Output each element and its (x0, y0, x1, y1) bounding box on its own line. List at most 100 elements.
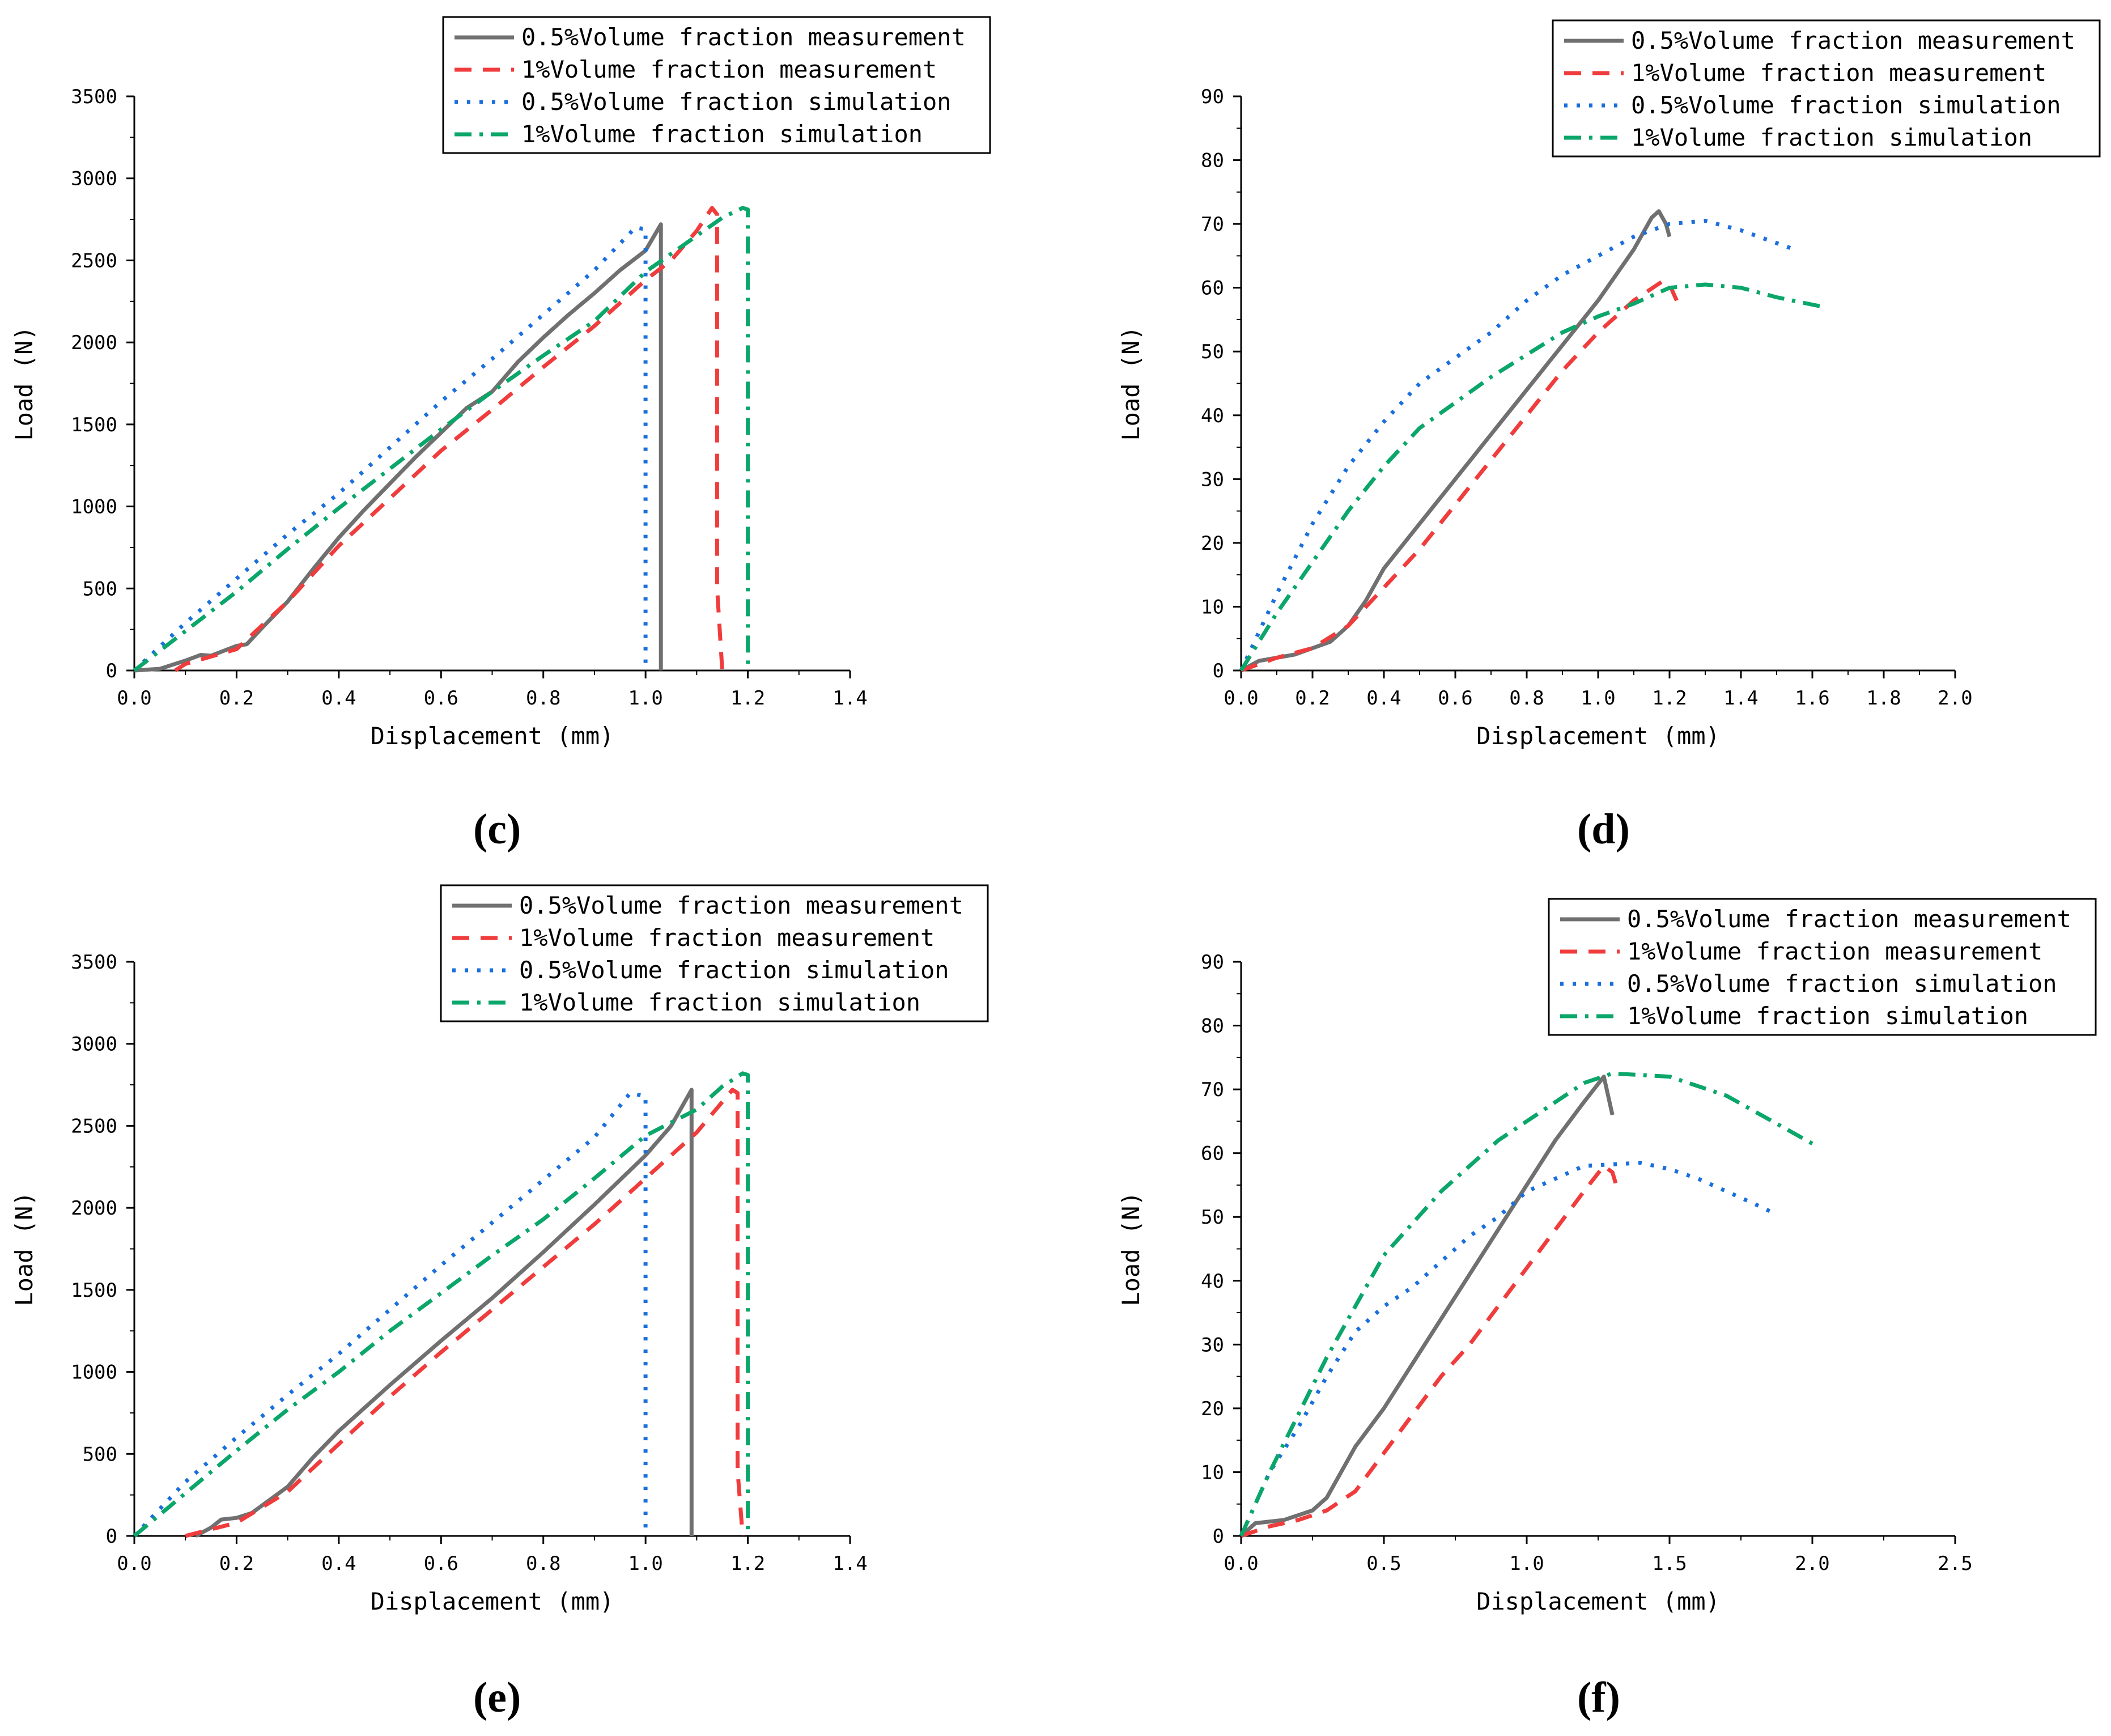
legend-box (440, 884, 989, 1022)
x-axis-title: Displacement (mm) (1476, 722, 1720, 750)
x-tick-label: 0.2 (219, 1552, 254, 1575)
y-tick-label: 1000 (71, 496, 117, 519)
legend-box (1548, 898, 2097, 1036)
series-line-meas1 (1240, 279, 1679, 673)
series-line-meas1 (185, 1088, 745, 1538)
y-tick-label: 10 (1201, 1461, 1224, 1484)
x-tick-label: 0.0 (1224, 687, 1258, 710)
legend-entry-label: 1%Volume fraction measurement (1631, 59, 2046, 87)
legend-entry-label: 1%Volume fraction measurement (521, 56, 937, 83)
x-tick-label: 1.4 (832, 1552, 867, 1575)
chart-legend: 0.5%Volume fraction measurement 1%Volume … (442, 16, 991, 154)
legend-entry-label: 1%Volume fraction measurement (519, 924, 935, 952)
x-tick-label: 1.8 (1866, 687, 1901, 710)
x-tick-label: 1.2 (1652, 687, 1687, 710)
y-tick-label: 40 (1201, 405, 1224, 427)
y-tick-label: 3000 (71, 168, 117, 190)
x-tick-label: 1.0 (628, 687, 662, 710)
legend-entry-label: 0.5%Volume fraction measurement (521, 23, 966, 51)
series-line-meas05 (134, 222, 663, 673)
y-tick-label: 40 (1201, 1270, 1224, 1293)
y-tick-label: 60 (1201, 1143, 1224, 1165)
legend-box (442, 16, 991, 154)
y-tick-label: 30 (1201, 1334, 1224, 1356)
series-line-sim05 (133, 226, 648, 672)
y-tick-label: 10 (1201, 596, 1224, 618)
legend-entry-label: 0.5%Volume fraction measurement (1627, 905, 2071, 933)
x-tick-label: 1.0 (1581, 687, 1615, 710)
y-axis-title: Load (N) (10, 1191, 38, 1306)
y-tick-label: 30 (1201, 468, 1224, 491)
x-tick-label: 0.5 (1366, 1552, 1401, 1575)
y-tick-label: 0 (1213, 1525, 1224, 1548)
y-tick-label: 80 (1201, 150, 1224, 172)
y-tick-label: 0 (106, 660, 117, 682)
x-tick-label: 2.0 (1795, 1552, 1829, 1575)
y-tick-label: 500 (83, 1443, 117, 1466)
y-tick-label: 20 (1201, 1398, 1224, 1420)
x-tick-label: 0.0 (117, 687, 151, 710)
legend-entry-label: 0.5%Volume fraction simulation (519, 956, 949, 984)
y-tick-label: 2000 (71, 1197, 117, 1220)
panel-label: (f) (1577, 1674, 1620, 1721)
x-tick-label: 0.0 (1224, 1552, 1258, 1575)
y-axis-title: Load (N) (1117, 326, 1145, 440)
y-tick-label: 90 (1201, 951, 1224, 974)
x-tick-label: 1.6 (1795, 687, 1829, 710)
y-tick-label: 2500 (71, 249, 117, 272)
y-tick-label: 3500 (71, 951, 117, 974)
y-tick-label: 60 (1201, 277, 1224, 300)
legend-entry-label: 0.5%Volume fraction simulation (1627, 970, 2057, 998)
series-line-meas05 (1240, 209, 1672, 673)
x-tick-label: 0.2 (1295, 687, 1330, 710)
series-line-sim05 (1239, 219, 1795, 672)
legend-entry-label: 1%Volume fraction simulation (1627, 1002, 2028, 1030)
y-tick-label: 1500 (71, 1279, 117, 1302)
panel-label: (e) (473, 1674, 521, 1721)
legend-entry-label: 0.5%Volume fraction measurement (519, 892, 963, 919)
y-tick-label: 50 (1201, 1206, 1224, 1229)
x-tick-label: 0.8 (526, 1552, 560, 1575)
y-tick-label: 1500 (71, 414, 117, 436)
chart-legend: 0.5%Volume fraction measurement 1%Volume … (1548, 898, 2097, 1036)
legend-entry-label: 1%Volume fraction simulation (1631, 124, 2032, 151)
series-line-sim1 (1239, 1071, 1813, 1537)
series-line-sim05 (133, 1091, 648, 1538)
y-tick-label: 0 (1213, 660, 1224, 682)
x-tick-label: 1.4 (1723, 687, 1758, 710)
x-axis-title: Displacement (mm) (1476, 1588, 1720, 1615)
y-tick-label: 3000 (71, 1033, 117, 1056)
x-tick-label: 0.4 (321, 1552, 356, 1575)
x-tick-label: 0.8 (1509, 687, 1544, 710)
series-line-meas05 (1239, 1075, 1615, 1538)
x-tick-label: 1.4 (832, 687, 867, 710)
x-tick-label: 2.0 (1938, 687, 1972, 710)
chart-legend: 0.5%Volume fraction measurement 1%Volume … (1552, 19, 2101, 158)
series-line-meas1 (1240, 1164, 1620, 1538)
series-line-sim1 (133, 1071, 750, 1538)
chart-panel-c: 0.0 0.2 0.4 0.6 0.8 1.0 1.2 1.4 0 500 1000 1500 2000… (10, 16, 991, 853)
y-tick-label: 20 (1201, 532, 1224, 555)
y-tick-label: 70 (1201, 1079, 1224, 1101)
legend-entry-label: 1%Volume fraction simulation (521, 120, 923, 148)
y-axis-title: Load (N) (10, 326, 38, 440)
legend-entry-label: 0.5%Volume fraction simulation (1631, 91, 2061, 119)
series-line-meas05 (194, 1088, 694, 1538)
chart-panel-d: 0.0 0.2 0.4 0.6 0.8 1.0 1.2 1.4 1.6 1.8 2.0 0 10 20 30… (1117, 19, 2101, 853)
y-tick-label: 2000 (71, 332, 117, 354)
x-tick-label: 1.2 (730, 1552, 765, 1575)
x-tick-label: 1.0 (1509, 1552, 1544, 1575)
chart-legend: 0.5%Volume fraction measurement 1%Volume … (440, 884, 989, 1022)
x-tick-label: 0.2 (219, 687, 254, 710)
x-tick-label: 1.5 (1652, 1552, 1687, 1575)
legend-entry-label: 0.5%Volume fraction simulation (521, 88, 952, 116)
legend-box (1552, 19, 2101, 158)
x-tick-label: 0.4 (1366, 687, 1401, 710)
x-tick-label: 0.0 (117, 1552, 151, 1575)
y-tick-label: 0 (106, 1525, 117, 1548)
series-line-sim05 (1239, 1161, 1777, 1537)
x-axis-title: Displacement (mm) (371, 722, 614, 750)
x-tick-label: 0.6 (424, 1552, 458, 1575)
y-tick-label: 1000 (71, 1361, 117, 1384)
